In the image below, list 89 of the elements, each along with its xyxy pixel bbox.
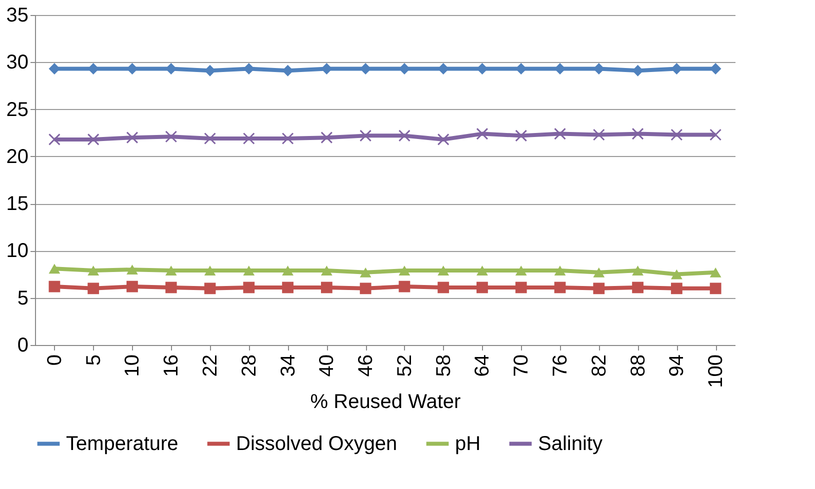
x-tick-label: 46 — [355, 354, 378, 377]
x-tick-label: 76 — [550, 354, 572, 377]
point — [204, 282, 216, 294]
point — [554, 282, 566, 294]
point — [438, 282, 450, 294]
y-tick-label: 25 — [6, 98, 28, 121]
point — [398, 280, 410, 292]
x-tick-label: 94 — [666, 354, 688, 377]
point — [515, 282, 527, 294]
point — [243, 266, 255, 276]
point — [165, 130, 178, 143]
point — [670, 282, 682, 294]
point — [592, 128, 605, 141]
point — [126, 132, 138, 144]
point — [360, 130, 372, 142]
point — [242, 132, 255, 145]
x-tick-label: 100 — [705, 354, 728, 388]
point — [282, 132, 294, 145]
x-tick-label: 52 — [394, 354, 416, 377]
point — [554, 128, 566, 140]
point — [282, 266, 294, 276]
x-tick-label: 64 — [472, 354, 494, 377]
point — [126, 264, 138, 275]
point — [320, 132, 333, 144]
point — [165, 266, 177, 276]
point — [710, 282, 722, 294]
x-axis-title: % Reused Water — [310, 390, 462, 413]
point — [204, 64, 216, 76]
point — [515, 130, 528, 142]
point — [710, 128, 722, 141]
point — [165, 282, 177, 294]
y-tick-label: 15 — [6, 193, 28, 216]
legend-label: pH — [455, 432, 481, 455]
point — [204, 132, 216, 145]
x-tick-label: 28 — [238, 354, 260, 377]
point — [320, 282, 332, 294]
point — [204, 266, 216, 276]
point — [320, 266, 332, 276]
point — [632, 282, 644, 294]
point — [437, 133, 450, 146]
point — [282, 282, 294, 294]
point — [632, 128, 644, 140]
y-tick-label: 20 — [6, 146, 28, 168]
point — [476, 128, 488, 140]
x-tick-label: 70 — [510, 354, 533, 377]
x-tick-label: 88 — [627, 354, 650, 377]
point — [282, 64, 294, 76]
legend-label: Salinity — [538, 432, 602, 455]
point — [593, 282, 605, 294]
point — [126, 63, 138, 74]
point — [360, 267, 372, 278]
x-tick-label: 58 — [432, 354, 455, 377]
y-tick-label: 35 — [6, 4, 28, 26]
x-tick-label: 34 — [277, 354, 300, 377]
x-tick-label: 22 — [200, 354, 222, 377]
point — [88, 266, 100, 276]
point — [398, 266, 410, 276]
point — [438, 266, 450, 276]
point — [476, 266, 488, 276]
y-tick-label: 10 — [6, 240, 28, 262]
x-tick-label: 5 — [82, 354, 105, 366]
point — [515, 266, 527, 276]
point — [398, 130, 410, 142]
point — [670, 269, 682, 280]
x-tick-label: 82 — [588, 354, 610, 377]
point — [476, 282, 488, 294]
x-tick-label: 16 — [160, 354, 183, 377]
point — [88, 282, 100, 294]
point — [48, 264, 60, 274]
point — [87, 133, 100, 146]
y-tick-label: 30 — [6, 52, 28, 74]
point — [632, 266, 644, 276]
point — [710, 267, 722, 278]
point — [554, 266, 566, 276]
y-tick-label: 5 — [17, 287, 28, 310]
point — [48, 133, 60, 146]
x-tick-label: 0 — [44, 354, 66, 366]
point — [126, 280, 138, 292]
legend-label: Dissolved Oxygen — [236, 432, 398, 455]
point — [243, 282, 255, 294]
x-tick-label: 40 — [316, 354, 338, 377]
point — [476, 63, 488, 74]
point — [632, 64, 644, 76]
point — [593, 267, 605, 278]
point — [48, 280, 60, 292]
point — [670, 128, 683, 141]
x-tick-label: 10 — [122, 354, 144, 377]
point — [360, 282, 372, 294]
legend-label: Temperature — [66, 432, 178, 455]
